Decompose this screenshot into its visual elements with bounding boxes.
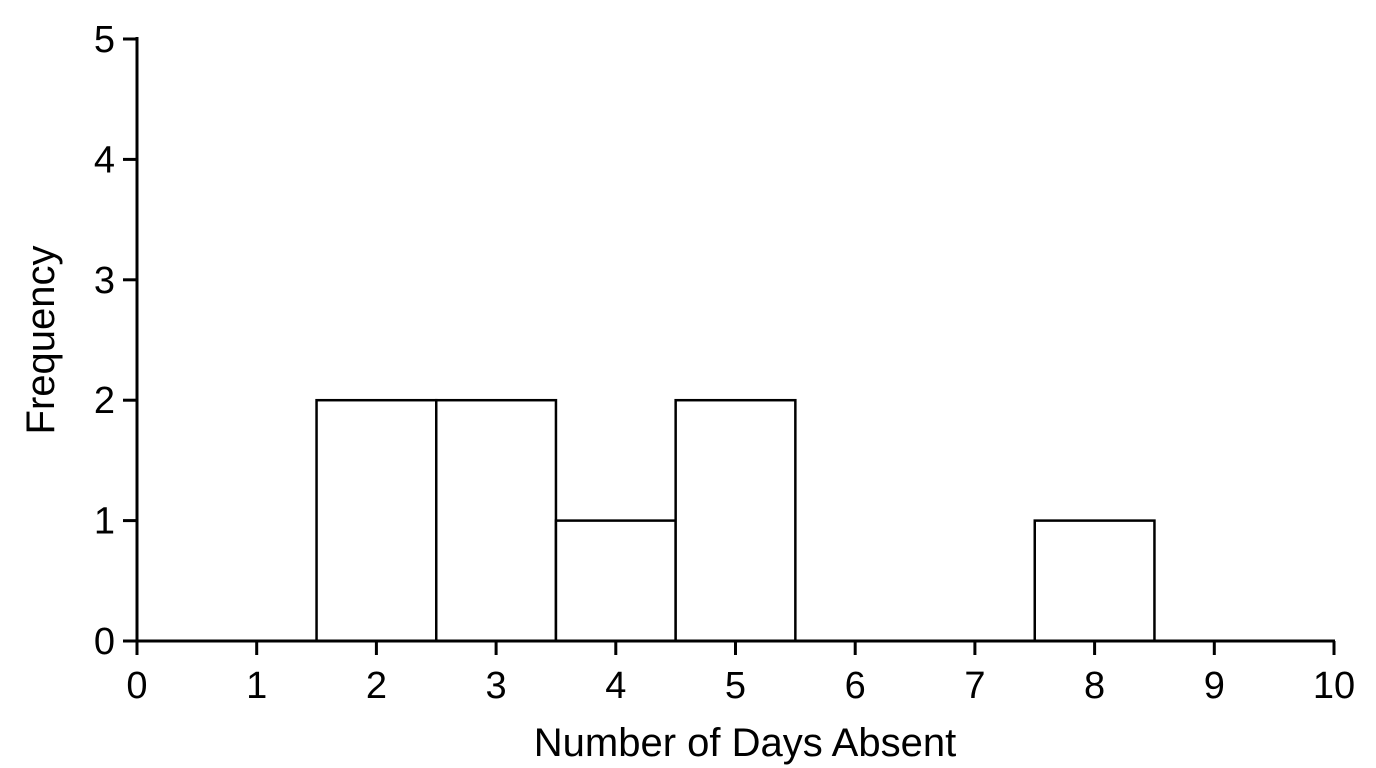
y-axis-title: Frequency — [19, 246, 63, 435]
x-tick-label: 10 — [1313, 665, 1355, 707]
y-tick-label: 0 — [94, 621, 115, 663]
x-tick-label: 9 — [1204, 665, 1225, 707]
y-tick-label: 1 — [94, 501, 115, 543]
x-tick-label: 3 — [486, 665, 507, 707]
y-tick-label: 5 — [94, 19, 115, 61]
y-tick-label: 2 — [94, 380, 115, 422]
histogram-bar — [1033, 519, 1156, 643]
y-tick-label: 4 — [94, 139, 115, 181]
y-axis-ticks: 0 1 2 3 4 5 — [94, 19, 137, 663]
x-tick-label: 0 — [126, 665, 147, 707]
x-tick-label: 4 — [605, 665, 626, 707]
x-axis-title: Number of Days Absent — [534, 721, 956, 765]
bars-group — [315, 398, 1156, 643]
histogram-bar — [315, 398, 438, 643]
x-tick-label: 1 — [246, 665, 267, 707]
x-tick-label: 6 — [845, 665, 866, 707]
x-tick-label: 7 — [964, 665, 985, 707]
x-tick-label: 8 — [1084, 665, 1105, 707]
x-tick-label: 5 — [725, 665, 746, 707]
histogram-bar — [554, 519, 677, 643]
histogram-bar — [435, 398, 558, 643]
x-axis-ticks: 0 1 2 3 4 5 6 7 8 9 10 — [126, 641, 1355, 707]
histogram-bar — [674, 398, 797, 643]
x-tick-label: 2 — [366, 665, 387, 707]
y-tick-label: 3 — [94, 260, 115, 302]
